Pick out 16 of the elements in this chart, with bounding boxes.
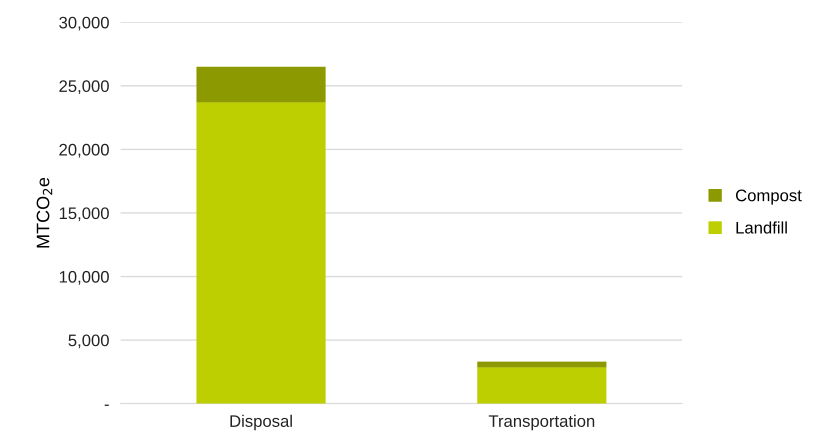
y-tick-label: 20,000 — [59, 144, 109, 158]
bar — [196, 102, 326, 404]
bar — [477, 367, 606, 404]
y-tick-label: 10,000 — [60, 270, 109, 285]
y-tick-label: 30,000 — [59, 16, 109, 30]
bar — [196, 66, 326, 102]
y-tick-label: 5,000 — [68, 334, 109, 348]
y-tick-label: 25,000 — [59, 80, 109, 94]
y-axis-title: MTCO$_{2}$e — [36, 178, 52, 248]
bar — [477, 362, 606, 368]
legend-label: Landfill — [736, 221, 787, 234]
legend-label: Compost — [736, 190, 802, 205]
x-tick-label: Transportation — [488, 414, 594, 430]
y-tick-label: 15,000 — [60, 207, 109, 222]
x-tick-label: Disposal — [230, 414, 292, 430]
y-tick-label: - — [104, 404, 109, 406]
